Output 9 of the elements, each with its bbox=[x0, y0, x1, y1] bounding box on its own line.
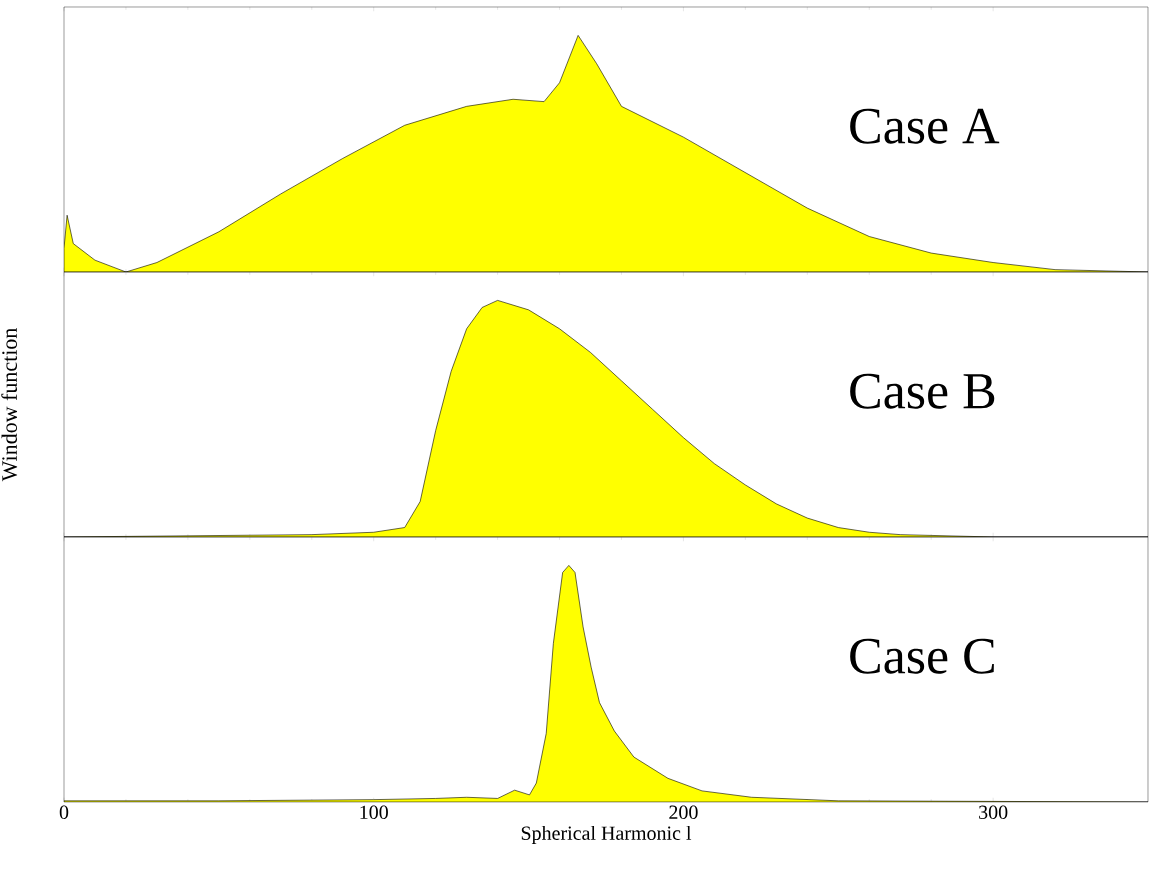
x-tick-label: 200 bbox=[669, 805, 698, 820]
x-tick-label: 0 bbox=[59, 805, 69, 820]
x-axis-title: Spherical Harmonic l bbox=[521, 825, 692, 845]
annotation: Case B bbox=[850, 373, 995, 409]
annotation: Case A bbox=[850, 108, 1000, 144]
annotation: Case C bbox=[850, 638, 994, 674]
x-tick-label: 300 bbox=[979, 805, 1008, 820]
y-axis-title: Window function bbox=[1, 327, 18, 482]
x-tick-label: 100 bbox=[360, 805, 388, 820]
